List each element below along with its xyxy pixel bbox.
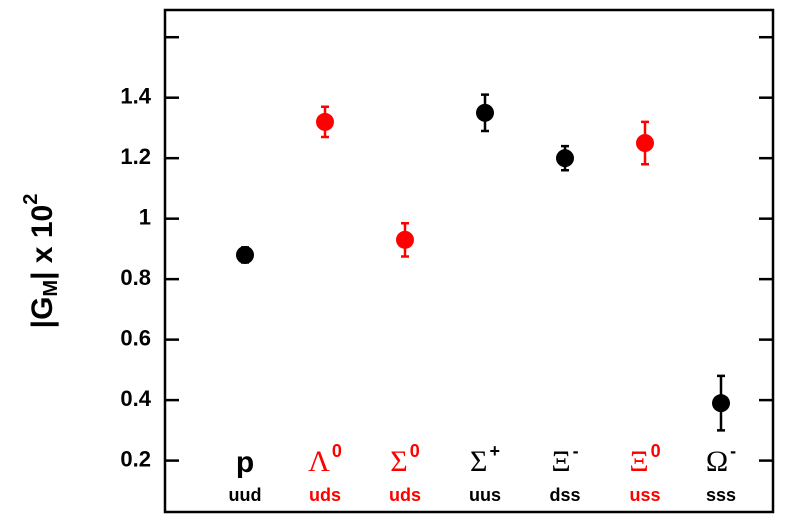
category-symbol: Ξ — [629, 445, 648, 478]
y-tick-label: 0.4 — [120, 386, 151, 411]
y-tick-label: 0.8 — [120, 265, 151, 290]
point — [316, 112, 334, 131]
quark-label: uds — [309, 485, 341, 505]
quark-label: uud — [229, 485, 262, 505]
category-charge: - — [730, 441, 736, 461]
y-tick-label: 1.4 — [120, 84, 151, 109]
category-symbol: p — [236, 446, 254, 479]
point — [396, 230, 414, 249]
category-symbol: Ξ — [551, 445, 570, 478]
category-charge: + — [489, 441, 500, 461]
y-label-part: | x 10 — [26, 205, 59, 280]
category-symbol: Ω — [706, 445, 728, 478]
y-label-part: |G — [26, 297, 59, 329]
quark-label: uss — [629, 485, 660, 505]
y-label-sup: 2 — [20, 194, 42, 205]
category-symbol: Σ — [390, 445, 407, 478]
y-tick-label: 0.2 — [120, 446, 151, 471]
category-label: Σ + — [470, 441, 500, 478]
quark-label: dss — [549, 485, 580, 505]
category-label: Ξ- — [551, 441, 578, 478]
point — [712, 394, 730, 413]
plot-frame — [163, 8, 775, 514]
point — [236, 245, 254, 264]
category-charge: 0 — [332, 441, 342, 461]
category-charge: 0 — [410, 441, 420, 461]
category-label: p — [236, 446, 254, 479]
category-charge: - — [573, 441, 579, 461]
quark-label: uds — [389, 485, 421, 505]
category-label: Ω- — [706, 441, 736, 478]
y-label-sub: M — [40, 280, 62, 297]
y-tick-label: 1.2 — [120, 144, 151, 169]
point — [476, 103, 494, 122]
y-tick-label: 1 — [139, 204, 151, 229]
y-tick-label: 0.6 — [120, 325, 151, 350]
category-symbol: Σ — [470, 445, 487, 478]
point — [556, 149, 574, 168]
point — [636, 134, 654, 153]
quark-label: uus — [469, 485, 501, 505]
y-axis-label: |GM| x 102 — [20, 194, 62, 329]
quark-label: sss — [706, 485, 736, 505]
category-charge: 0 — [651, 441, 661, 461]
category-symbol: Λ — [308, 445, 330, 478]
